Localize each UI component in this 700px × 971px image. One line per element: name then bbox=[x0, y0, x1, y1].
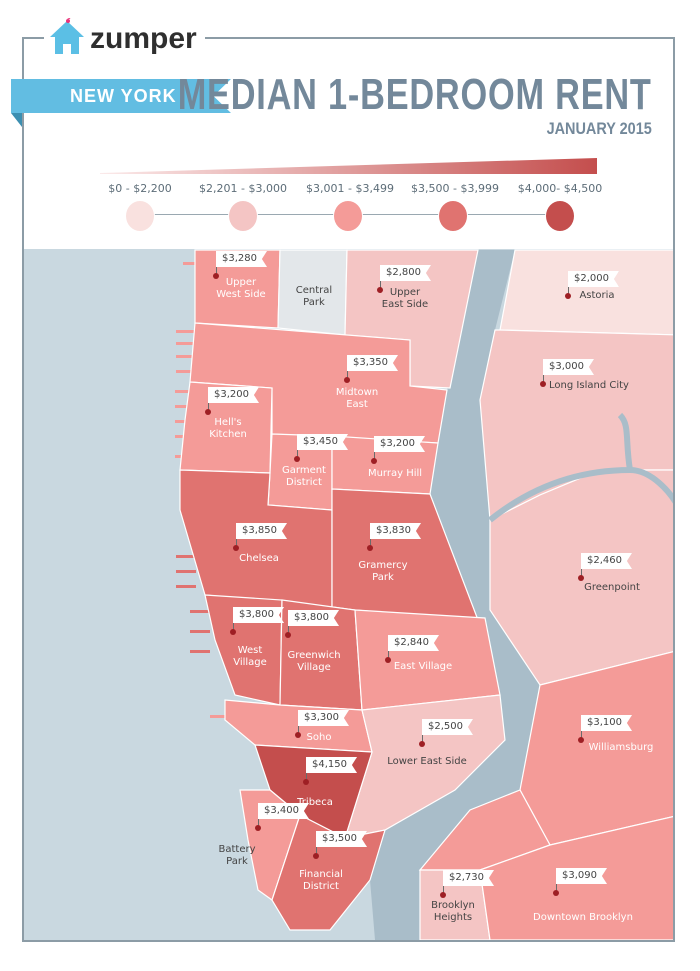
neighborhood-label: Astoria bbox=[579, 290, 615, 301]
neighborhood-label: Williamsburg bbox=[588, 742, 654, 753]
neighborhood-label: Financial District bbox=[299, 869, 343, 892]
rent-flag: $2,800 bbox=[380, 265, 431, 281]
legend-label: $2,201 - $3,000 bbox=[199, 182, 287, 195]
rent-flag: $3,100 bbox=[581, 715, 632, 731]
neighborhood-label: West Village bbox=[233, 645, 267, 668]
neighborhood-label: Downtown Brooklyn bbox=[533, 912, 633, 923]
legend-label: $3,500 - $3,999 bbox=[411, 182, 499, 195]
rent-flag: $3,850 bbox=[236, 523, 287, 539]
rent-flag: $3,000 bbox=[543, 359, 594, 375]
rent-flag: $2,500 bbox=[422, 719, 473, 735]
rent-flag: $2,840 bbox=[388, 635, 439, 651]
page-title: MEDIAN 1-BEDROOM RENT bbox=[178, 70, 652, 119]
ribbon-fold bbox=[11, 113, 22, 127]
house-icon bbox=[50, 18, 84, 54]
neighborhood-label: Tribeca bbox=[297, 797, 333, 808]
neighborhood-label: Murray Hill bbox=[367, 468, 423, 479]
neighborhood-label: Midtown East bbox=[335, 387, 379, 410]
neighborhood-label: Greenpoint bbox=[584, 582, 640, 593]
neighborhood-label: Greenwich Village bbox=[287, 650, 341, 673]
legend-swatch bbox=[228, 200, 258, 232]
rent-flag: $3,300 bbox=[298, 710, 349, 726]
rent-flag: $3,090 bbox=[556, 868, 607, 884]
rent-flag: $2,460 bbox=[581, 553, 632, 569]
neighborhood-label: Central Park bbox=[295, 285, 333, 308]
rent-flag: $3,350 bbox=[347, 355, 398, 371]
neighborhood-label: Soho bbox=[306, 732, 332, 743]
neighborhood-label: Garment District bbox=[282, 465, 326, 488]
rent-flag: $3,400 bbox=[258, 803, 309, 819]
neighborhood-label: Gramercy Park bbox=[358, 560, 408, 583]
rent-flag: $3,800 bbox=[233, 607, 284, 623]
neighborhood-label: East Village bbox=[393, 661, 453, 672]
rent-map: Upper West Side $3,280 Central Park Uppe… bbox=[24, 249, 673, 940]
neighborhood-label: Chelsea bbox=[239, 553, 279, 564]
neighborhood-label: Hell's Kitchen bbox=[209, 417, 247, 440]
legend-label: $4,000- $4,500 bbox=[517, 182, 603, 195]
city-label: NEW YORK bbox=[70, 86, 177, 106]
rent-flag: $2,730 bbox=[443, 870, 494, 886]
city-ribbon bbox=[11, 79, 231, 113]
rent-flag: $3,450 bbox=[297, 434, 348, 450]
legend-label: $3,001 - $3,499 bbox=[306, 182, 394, 195]
rent-flag: $2,000 bbox=[568, 271, 619, 287]
rent-flag: $3,500 bbox=[316, 831, 367, 847]
rent-flag: $3,200 bbox=[208, 387, 259, 403]
legend-label: $0 - $2,200 bbox=[108, 182, 172, 195]
infographic-frame bbox=[22, 37, 675, 942]
east-river bbox=[370, 250, 540, 940]
newtown-creek bbox=[488, 412, 673, 523]
neighborhood-label: Battery Park bbox=[218, 844, 256, 867]
legend-swatch bbox=[545, 200, 575, 232]
neighborhood-label: Upper West Side bbox=[216, 277, 266, 300]
rent-flag: $3,280 bbox=[216, 251, 267, 267]
neighborhood-label: Upper East Side bbox=[381, 287, 429, 310]
brand-name: zumper bbox=[90, 22, 197, 55]
rent-flag: $4,150 bbox=[306, 757, 357, 773]
neighborhood-label: Lower East Side bbox=[387, 756, 467, 767]
neighborhood-label: Brooklyn Heights bbox=[431, 900, 475, 923]
rent-flag: $3,800 bbox=[288, 610, 339, 626]
page-subtitle: JANUARY 2015 bbox=[546, 119, 652, 138]
area-astoria bbox=[499, 249, 673, 336]
zumper-logo: zumper bbox=[44, 16, 205, 56]
rent-flag: $3,830 bbox=[370, 523, 421, 539]
rent-flag: $3,200 bbox=[374, 436, 425, 452]
legend-swatch bbox=[125, 200, 155, 232]
neighborhood-label: Long Island City bbox=[549, 380, 629, 391]
legend-swatch bbox=[438, 200, 468, 232]
legend-swatch bbox=[333, 200, 363, 232]
